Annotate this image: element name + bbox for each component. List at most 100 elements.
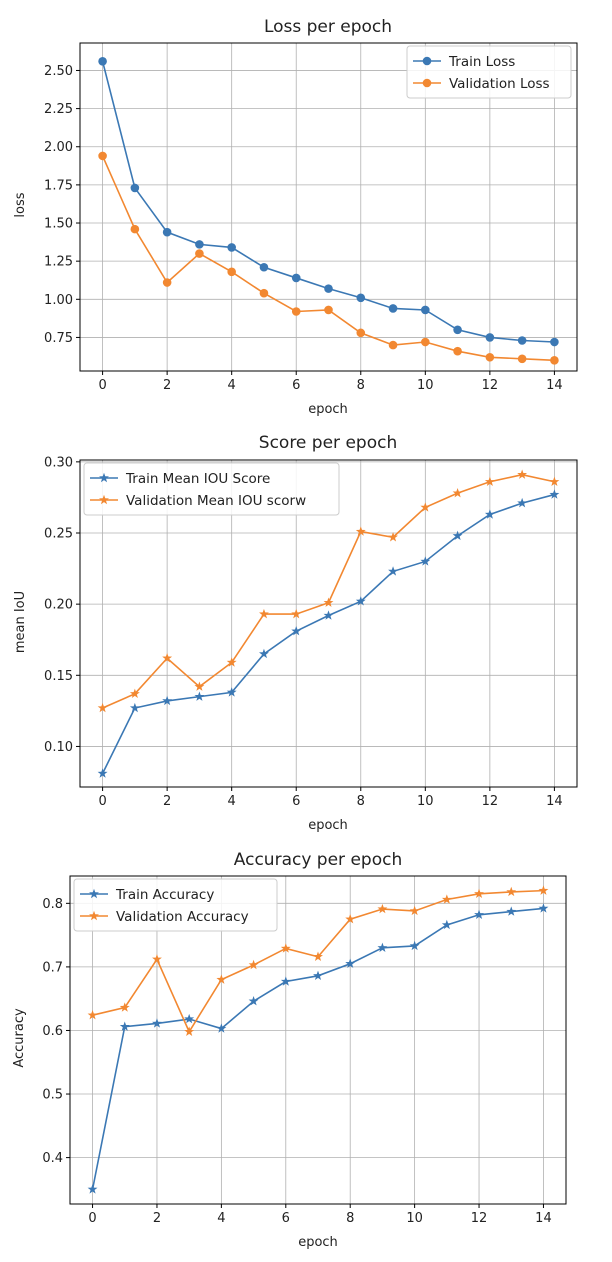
data-point xyxy=(549,489,560,499)
data-point xyxy=(194,691,205,701)
x-tick-label: 4 xyxy=(228,378,236,393)
data-point xyxy=(517,336,527,345)
legend-label: Validation Loss xyxy=(449,76,550,92)
legend-marker xyxy=(89,888,99,899)
legend-marker xyxy=(422,56,432,66)
x-axis-label: epoch xyxy=(308,402,348,417)
data-point xyxy=(345,914,356,924)
series-validation-loss xyxy=(98,151,559,365)
data-point xyxy=(248,959,259,970)
data-point xyxy=(323,610,334,620)
data-point xyxy=(130,183,140,193)
legend-box xyxy=(406,45,572,99)
legend-box xyxy=(73,878,278,932)
data-point xyxy=(517,469,528,479)
y-tick-label: 0.10 xyxy=(44,740,73,755)
data-point xyxy=(355,596,366,606)
legend-label: Train Loss xyxy=(448,54,515,70)
y-tick-label: 0.30 xyxy=(44,455,73,470)
data-point xyxy=(485,352,495,362)
x-tick-label: 12 xyxy=(482,378,499,393)
data-point xyxy=(226,687,237,697)
data-point xyxy=(259,648,269,659)
series-train-accuracy xyxy=(87,903,549,1194)
score-chart: Score per epoch epoch mean IoU 0 2 4 6 8 10 12… xyxy=(13,433,578,833)
data-point xyxy=(506,906,517,916)
data-point xyxy=(453,325,462,335)
data-point xyxy=(484,509,495,519)
data-point xyxy=(355,526,366,536)
legend: Train Loss Validation Loss xyxy=(406,45,572,99)
data-point xyxy=(388,532,398,542)
y-tick-label: 0.4 xyxy=(42,1151,63,1166)
data-point xyxy=(506,886,517,897)
data-point xyxy=(538,903,549,913)
data-point xyxy=(162,278,172,287)
legend-marker xyxy=(99,494,109,505)
data-point xyxy=(452,487,463,498)
grid xyxy=(70,876,566,1204)
data-point xyxy=(259,262,269,272)
y-tick-label: 1.50 xyxy=(44,217,73,232)
data-point xyxy=(195,240,204,249)
y-tick-label: 2.25 xyxy=(44,102,73,117)
data-point xyxy=(227,267,236,277)
series-line xyxy=(101,155,555,362)
x-tick-label: 6 xyxy=(292,794,300,809)
data-point xyxy=(538,885,549,895)
data-point xyxy=(162,695,173,706)
data-point xyxy=(549,476,560,486)
data-point xyxy=(409,940,420,951)
data-point xyxy=(484,476,495,486)
data-point xyxy=(162,227,172,237)
legend: Train Mean IOU Score Validation Mean IOU … xyxy=(83,462,340,516)
data-point xyxy=(356,328,366,338)
y-tick-label: 0.7 xyxy=(42,960,63,975)
x-tick-label: 2 xyxy=(153,1211,161,1226)
data-point xyxy=(441,919,452,930)
data-point xyxy=(421,337,430,347)
chart-title: Loss per epoch xyxy=(264,17,392,37)
data-point xyxy=(259,288,269,298)
legend-box xyxy=(83,462,340,516)
data-point xyxy=(517,354,527,364)
data-point xyxy=(216,974,227,984)
series-line xyxy=(101,61,555,343)
data-point xyxy=(420,556,431,566)
legend: Train Accuracy Validation Accuracy xyxy=(73,878,278,932)
data-point xyxy=(291,273,301,283)
y-tick-label: 1.00 xyxy=(44,293,73,308)
x-tick-label: 8 xyxy=(357,378,365,393)
data-point xyxy=(324,305,333,315)
data-point xyxy=(452,530,463,541)
data-point xyxy=(420,502,431,512)
data-point xyxy=(388,566,398,576)
data-point xyxy=(184,1026,195,1036)
y-tick-label: 0.25 xyxy=(44,526,73,541)
x-axis-label: epoch xyxy=(298,1235,338,1250)
data-point xyxy=(377,903,388,914)
data-point xyxy=(323,597,334,607)
x-tick-label: 14 xyxy=(546,378,563,393)
data-point xyxy=(453,346,462,356)
x-tick-label: 2 xyxy=(163,794,171,809)
data-point xyxy=(195,249,204,258)
x-tick-label: 0 xyxy=(98,794,106,809)
data-point xyxy=(377,942,388,953)
x-tick-label: 10 xyxy=(406,1211,423,1226)
data-point xyxy=(129,688,140,698)
data-point xyxy=(280,943,291,953)
data-point xyxy=(345,958,356,968)
y-tick-label: 1.75 xyxy=(44,178,73,193)
x-tick-label: 10 xyxy=(417,794,434,809)
data-point xyxy=(130,224,140,234)
chart-title: Accuracy per epoch xyxy=(234,850,402,870)
legend-marker xyxy=(99,472,109,483)
data-point xyxy=(184,1013,195,1024)
data-point xyxy=(98,57,107,66)
data-point xyxy=(388,340,398,350)
data-point xyxy=(87,1010,98,1020)
data-point xyxy=(409,905,420,916)
data-point xyxy=(194,681,205,691)
data-point xyxy=(280,976,291,986)
